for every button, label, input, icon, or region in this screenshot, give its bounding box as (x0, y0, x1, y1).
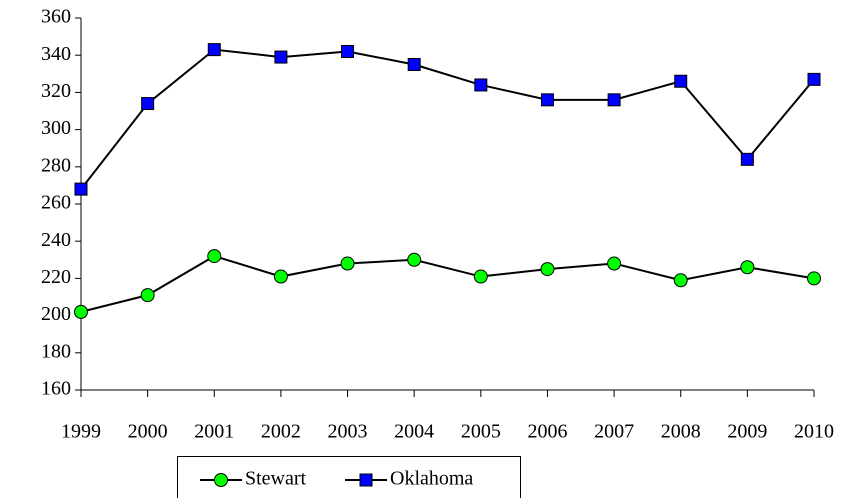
data-point (141, 97, 155, 111)
y-tick-label: 160 (41, 378, 71, 400)
x-tick-label: 2001 (194, 421, 234, 443)
data-point (540, 262, 555, 277)
legend-marker (359, 473, 373, 487)
x-tick-label: 1999 (61, 421, 101, 443)
data-point (273, 269, 288, 284)
x-tick-label: 2002 (261, 421, 301, 443)
y-tick-label: 240 (41, 229, 71, 251)
data-point (807, 72, 821, 86)
data-point (673, 273, 688, 288)
data-point (407, 58, 421, 71)
y-tick-label: 200 (41, 303, 71, 325)
data-point (407, 252, 422, 267)
series-line (80, 254, 815, 313)
series-line (80, 48, 815, 190)
data-point (807, 271, 821, 286)
y-tick-label: 320 (41, 80, 71, 102)
data-point (74, 304, 88, 319)
data-point (474, 78, 488, 92)
data-point (207, 249, 222, 264)
data-point (274, 50, 288, 64)
x-tick-label: 2006 (527, 421, 567, 443)
x-tick-label: 2004 (394, 421, 434, 443)
x-tick-label: 2008 (661, 421, 701, 443)
x-tick-label: 2003 (328, 421, 368, 443)
x-tick-label: 2010 (794, 421, 834, 443)
data-point (140, 288, 155, 303)
x-tick-label: 2009 (727, 421, 767, 443)
y-tick-label: 260 (41, 192, 71, 214)
data-point (607, 256, 622, 271)
data-point (607, 93, 621, 107)
data-point (740, 152, 754, 166)
data-point (540, 93, 554, 107)
data-point (340, 256, 355, 271)
data-point (341, 44, 355, 58)
legend-label: Oklahoma (390, 468, 473, 490)
x-tick-label: 2000 (128, 421, 168, 443)
data-point (74, 182, 88, 196)
data-point (207, 43, 221, 57)
x-tick-label: 2007 (594, 421, 634, 443)
data-point (674, 74, 688, 88)
legend-label: Stewart (245, 468, 307, 490)
y-tick-label: 300 (41, 117, 71, 139)
data-point (473, 269, 488, 284)
y-tick-label: 280 (41, 154, 71, 176)
legend-box (177, 456, 521, 498)
y-tick-label: 220 (41, 266, 71, 288)
y-tick-label: 180 (41, 340, 71, 362)
y-tick-label: 340 (41, 43, 71, 65)
y-tick-label: 360 (41, 6, 71, 28)
legend-marker (214, 473, 228, 487)
x-tick-label: 2005 (461, 421, 501, 443)
data-point (740, 260, 755, 275)
